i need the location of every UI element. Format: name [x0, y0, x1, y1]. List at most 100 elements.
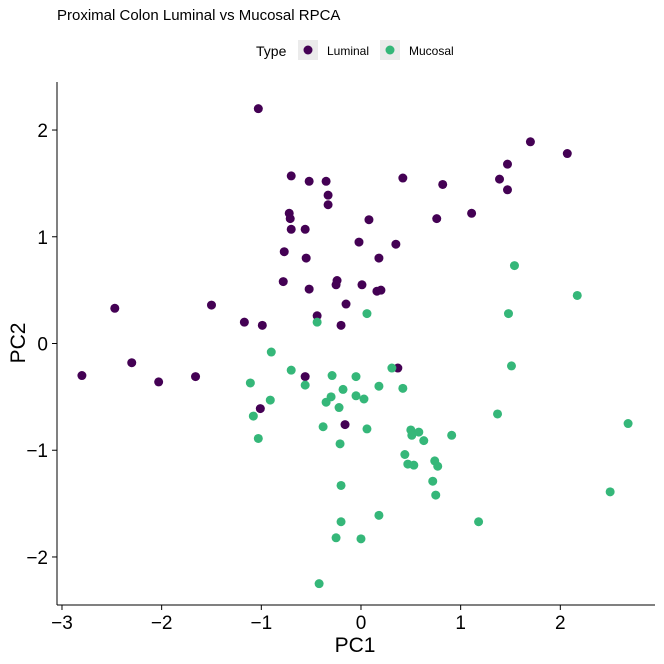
- y-tick-label: −2: [26, 548, 48, 569]
- point-mucosal: [509, 261, 519, 271]
- point-luminal: [495, 174, 505, 184]
- point-luminal: [331, 280, 341, 290]
- point-mucosal: [387, 363, 397, 373]
- point-mucosal: [409, 460, 419, 470]
- x-tick-label: 1: [455, 613, 466, 634]
- point-luminal: [323, 200, 333, 210]
- point-mucosal: [312, 317, 322, 327]
- point-luminal: [257, 320, 267, 330]
- point-mucosal: [356, 534, 366, 544]
- y-axis-ticks: −2 −1 0 1 2: [26, 121, 57, 569]
- point-mucosal: [493, 409, 503, 419]
- point-mucosal: [300, 380, 310, 390]
- y-tick-label: 2: [37, 121, 48, 142]
- point-mucosal: [407, 430, 417, 440]
- point-luminal: [300, 224, 310, 234]
- point-mucosal: [286, 365, 296, 375]
- y-axis-title: PC2: [7, 323, 30, 364]
- point-mucosal: [334, 403, 344, 413]
- point-mucosal: [605, 487, 615, 497]
- point-luminal: [364, 215, 374, 225]
- point-luminal: [525, 137, 535, 147]
- point-luminal: [110, 303, 120, 313]
- legend: Type Luminal Mucosal: [256, 40, 454, 60]
- point-luminal: [340, 420, 350, 430]
- point-mucosal: [474, 517, 484, 527]
- point-mucosal: [431, 490, 441, 500]
- point-luminal: [312, 311, 322, 321]
- point-mucosal: [265, 395, 275, 405]
- point-luminal: [432, 214, 442, 224]
- point-luminal: [323, 190, 333, 200]
- point-mucosal: [414, 427, 424, 437]
- point-mucosal: [572, 290, 582, 300]
- point-mucosal: [419, 436, 429, 446]
- point-luminal: [301, 253, 311, 263]
- point-luminal: [357, 280, 367, 290]
- point-luminal: [253, 104, 263, 114]
- point-luminal: [285, 214, 295, 224]
- legend-label-luminal: Luminal: [327, 44, 369, 58]
- point-mucosal: [336, 517, 346, 527]
- point-luminal: [304, 176, 314, 186]
- point-luminal: [321, 176, 331, 186]
- point-mucosal: [351, 372, 361, 382]
- x-tick-label: −2: [151, 613, 173, 634]
- point-luminal: [286, 171, 296, 181]
- x-axis-ticks: −3 −2 −1 0 1 2: [51, 605, 566, 634]
- point-luminal: [278, 277, 288, 287]
- point-mucosal: [506, 361, 516, 371]
- point-luminal: [398, 173, 408, 183]
- point-mucosal: [398, 383, 408, 393]
- point-luminal: [354, 237, 364, 247]
- point-mucosal: [351, 391, 361, 401]
- point-mucosal: [362, 309, 372, 319]
- point-mucosal: [374, 381, 384, 391]
- point-mucosal: [362, 424, 372, 434]
- point-mucosal: [314, 579, 324, 589]
- point-mucosal: [447, 430, 457, 440]
- point-luminal: [336, 320, 346, 330]
- data-points: [77, 104, 633, 589]
- point-luminal: [467, 208, 477, 218]
- x-tick-label: 2: [555, 613, 566, 634]
- point-mucosal: [245, 378, 255, 388]
- point-mucosal: [433, 461, 443, 471]
- point-luminal: [286, 224, 296, 234]
- chart-title: Proximal Colon Luminal vs Mucosal RPCA: [57, 7, 340, 24]
- point-luminal: [239, 317, 249, 327]
- point-luminal: [300, 372, 310, 382]
- point-mucosal: [400, 450, 410, 460]
- x-tick-label: −3: [51, 613, 73, 634]
- legend-marker-luminal: [303, 45, 313, 55]
- point-luminal: [341, 299, 351, 309]
- point-luminal: [502, 185, 512, 195]
- point-luminal: [77, 371, 87, 381]
- point-mucosal: [331, 533, 341, 543]
- point-mucosal: [321, 397, 331, 407]
- point-mucosal: [428, 476, 438, 486]
- point-luminal: [502, 159, 512, 169]
- point-mucosal: [374, 510, 384, 520]
- legend-title: Type: [256, 43, 287, 59]
- y-tick-label: −1: [26, 441, 48, 462]
- point-luminal: [127, 358, 137, 368]
- point-mucosal: [335, 439, 345, 449]
- x-tick-label: 0: [356, 613, 367, 634]
- point-luminal: [191, 372, 201, 382]
- point-mucosal: [336, 480, 346, 490]
- y-tick-label: 0: [37, 335, 48, 356]
- point-mucosal: [338, 384, 348, 394]
- point-mucosal: [623, 419, 633, 429]
- y-tick-label: 1: [37, 228, 48, 249]
- point-mucosal: [266, 347, 276, 357]
- point-mucosal: [248, 411, 258, 421]
- point-mucosal: [327, 371, 337, 381]
- point-mucosal: [318, 422, 328, 432]
- point-luminal: [255, 404, 265, 414]
- point-luminal: [304, 284, 314, 294]
- legend-marker-mucosal: [385, 45, 395, 55]
- point-luminal: [374, 253, 384, 263]
- x-axis-title: PC1: [335, 634, 376, 657]
